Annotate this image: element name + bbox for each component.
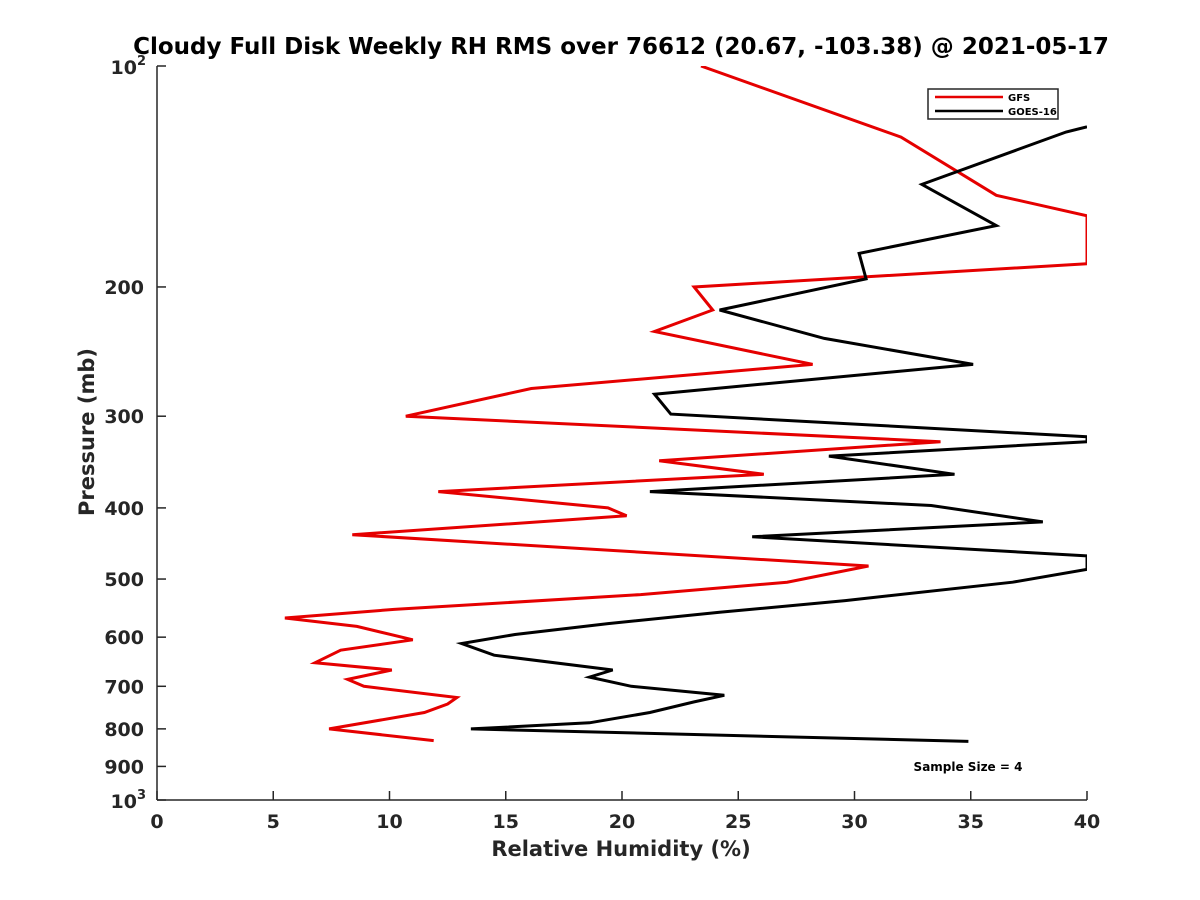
x-tick-label: 10 xyxy=(376,811,402,833)
x-tick-label: 5 xyxy=(267,811,280,833)
legend-box xyxy=(927,88,1059,120)
y-tick-label: 102 xyxy=(111,54,147,79)
series-line-gfs xyxy=(284,66,1087,743)
legend: GFS GOES-16 xyxy=(927,88,1059,120)
legend-label-gfs: GFS xyxy=(1008,93,1030,104)
y-tick-label: 700 xyxy=(104,676,144,698)
series-line-goes16 xyxy=(455,125,1087,743)
series-layer xyxy=(284,66,1087,743)
x-tick-label: 40 xyxy=(1074,811,1100,833)
y-axis-label: Pressure (mb) xyxy=(75,348,99,516)
y-tick-label: 200 xyxy=(104,277,144,299)
y-tick-label: 600 xyxy=(104,627,144,649)
chart-title: Cloudy Full Disk Weekly RH RMS over 7661… xyxy=(133,34,1109,60)
axes-layer: 0 5 10 15 20 25 30 35 40 102 200 300 400 500 600 700 800… xyxy=(104,54,1100,833)
sample-size-annotation: Sample Size = 4 xyxy=(914,760,1023,774)
y-tick-label: 400 xyxy=(104,498,144,520)
y-tick-label: 500 xyxy=(104,569,144,591)
y-tick-label: 103 xyxy=(111,788,147,813)
x-tick-label: 20 xyxy=(609,811,635,833)
x-tick-label: 25 xyxy=(725,811,751,833)
y-tick-label: 900 xyxy=(104,756,144,778)
y-tick-label: 300 xyxy=(104,406,144,428)
x-tick-label: 30 xyxy=(841,811,867,833)
x-tick-label: 15 xyxy=(493,811,519,833)
x-tick-label: 0 xyxy=(150,811,163,833)
y-tick-label: 800 xyxy=(104,719,144,741)
x-tick-label: 35 xyxy=(958,811,984,833)
legend-label-goes16: GOES-16 xyxy=(1008,107,1057,118)
x-axis-label: Relative Humidity (%) xyxy=(491,837,750,861)
